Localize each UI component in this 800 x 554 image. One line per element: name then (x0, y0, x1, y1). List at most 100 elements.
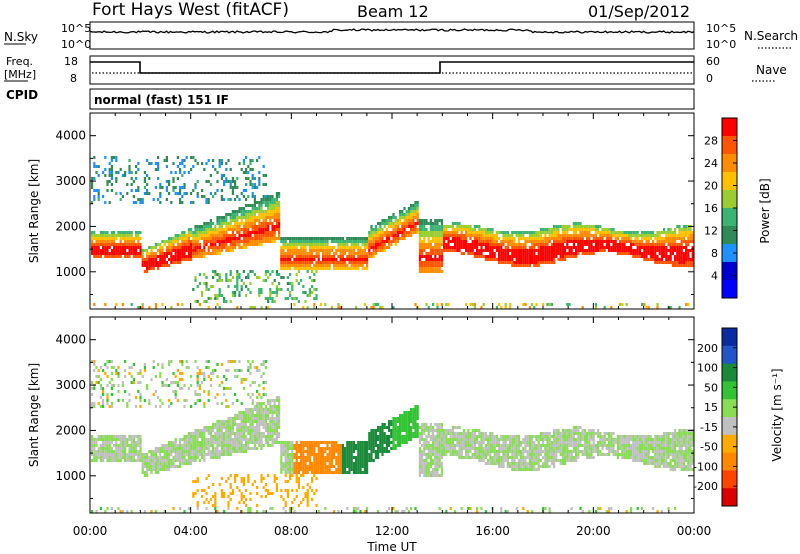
heatmap-cell (139, 396, 142, 399)
heatmap-cell (654, 243, 657, 246)
heatmap-cell (113, 243, 116, 246)
heatmap-cell (135, 447, 138, 450)
heatmap-cell (315, 477, 318, 480)
heatmap-cell (242, 477, 245, 480)
heatmap-cell (242, 213, 245, 216)
heatmap-cell (234, 210, 237, 213)
heatmap-cell (451, 231, 454, 234)
heatmap-cell (236, 228, 239, 231)
heatmap-cell (544, 228, 547, 231)
heatmap-cell (223, 420, 226, 423)
heatmap-cell (262, 486, 265, 489)
heatmap-cell (621, 237, 624, 240)
heatmap-cell (271, 426, 274, 429)
heatmap-cell (104, 453, 107, 456)
heatmap-cell (143, 258, 146, 261)
heatmap-cell (130, 303, 133, 306)
heatmap-cell (143, 180, 146, 183)
heatmap-cell (247, 360, 250, 363)
heatmap-cell (423, 219, 426, 222)
heatmap-cell (407, 231, 410, 234)
heatmap-cell (434, 267, 437, 270)
heatmap-cell (352, 246, 355, 249)
heatmap-cell (511, 237, 514, 240)
heatmap-cell (220, 222, 223, 225)
heatmap-cell (487, 228, 490, 231)
heatmap-cell (253, 426, 256, 429)
heatmap-cell (561, 252, 564, 255)
heatmap-cell (548, 252, 551, 255)
heatmap-cell (579, 222, 582, 225)
heatmap-cell (495, 246, 498, 249)
heatmap-cell (187, 438, 190, 441)
heatmap-cell (163, 258, 166, 261)
heatmap-cell (99, 459, 102, 462)
heatmap-cell (372, 306, 375, 309)
heatmap-cell (359, 264, 362, 267)
heatmap-cell (154, 450, 157, 453)
heatmap-cell (286, 267, 289, 270)
heatmap-cell (542, 255, 545, 258)
heatmap-cell (423, 237, 426, 240)
heatmap-cell (227, 213, 230, 216)
heatmap-cell (187, 507, 190, 510)
heatmap-cell (317, 510, 320, 513)
y-tick-label: 4000 (55, 129, 86, 143)
heatmap-cell (236, 426, 239, 429)
heatmap-cell (379, 240, 382, 243)
heatmap-cell (546, 231, 549, 234)
heatmap-cell (500, 243, 503, 246)
heatmap-cell (691, 234, 694, 237)
heatmap-cell (207, 366, 210, 369)
heatmap-cell (172, 381, 175, 384)
heatmap-cell (645, 252, 648, 255)
heatmap-cell (172, 465, 175, 468)
heatmap-cell (179, 192, 182, 195)
heatmap-cell (654, 234, 657, 237)
heatmap-cell (311, 237, 314, 240)
heatmap-cell (146, 264, 149, 267)
heatmap-cell (146, 174, 149, 177)
heatmap-cell (440, 240, 443, 243)
heatmap-cell (295, 267, 298, 270)
heatmap-cell (168, 459, 171, 462)
heatmap-cell (214, 456, 217, 459)
heatmap-cell (165, 447, 168, 450)
heatmap-cell (165, 240, 168, 243)
heatmap-cell (269, 492, 272, 495)
heatmap-cell (286, 450, 289, 453)
heatmap-cell (110, 234, 113, 237)
heatmap-cell (390, 222, 393, 225)
heatmap-cell (126, 402, 129, 405)
heatmap-cell (421, 249, 424, 252)
heatmap-cell (401, 210, 404, 213)
heatmap-cell (124, 459, 127, 462)
heatmap-cell (586, 237, 589, 240)
heatmap-cell (517, 234, 520, 237)
heatmap-cell (300, 255, 303, 258)
heatmap-cell (108, 450, 111, 453)
heatmap-cell (209, 444, 212, 447)
heatmap-cell (249, 240, 252, 243)
heatmap-cell (190, 432, 193, 435)
heatmap-cell (104, 438, 107, 441)
heatmap-cell (262, 183, 265, 186)
heatmap-cell (207, 360, 210, 363)
heatmap-cell (322, 240, 325, 243)
heatmap-cell (304, 450, 307, 453)
heatmap-cell (157, 468, 160, 471)
heatmap-cell (322, 471, 325, 474)
heatmap-cell (119, 249, 122, 252)
heatmap-cell (216, 237, 219, 240)
heatmap-cell (249, 222, 252, 225)
heatmap-cell (372, 246, 375, 249)
heatmap-cell (572, 240, 575, 243)
heatmap-cell (539, 231, 542, 234)
heatmap-cell (110, 453, 113, 456)
heatmap-cell (220, 435, 223, 438)
heatmap-cell (434, 222, 437, 225)
heatmap-cell (337, 249, 340, 252)
heatmap-cell (137, 231, 140, 234)
heatmap-cell (368, 240, 371, 243)
heatmap-cell (537, 261, 540, 264)
